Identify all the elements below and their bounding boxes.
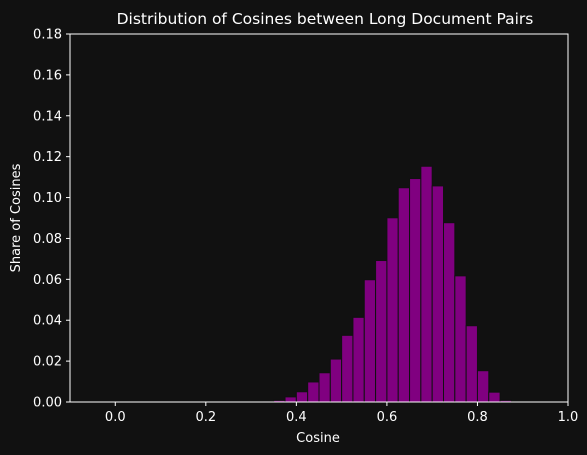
y-axis: 0.00 0.02 0.04 0.06 0.08 0.10 0.12 0.14 0.16 0.18 — [33, 28, 70, 411]
histogram-bar — [476, 370, 490, 403]
y-tick-label: 0.06 — [33, 273, 62, 288]
histogram-bar — [409, 178, 422, 403]
x-tick-label: 0.2 — [195, 410, 216, 425]
histogram-bar — [329, 358, 343, 403]
histogram-bar — [375, 260, 388, 403]
histogram-bar — [465, 325, 478, 403]
histogram-bar — [443, 222, 456, 403]
y-axis-label: Share of Cosines — [9, 163, 24, 272]
histogram-bar — [363, 279, 377, 403]
y-tick-label: 0.08 — [33, 232, 62, 247]
histogram-bar — [295, 391, 309, 403]
histogram-bar — [397, 187, 411, 403]
y-tick-label: 0.00 — [33, 396, 62, 411]
histogram-bar — [352, 316, 365, 403]
y-tick-label: 0.14 — [33, 109, 62, 124]
bars-group — [250, 165, 524, 403]
histogram-bar — [284, 396, 297, 403]
x-tick-label: 1.0 — [558, 410, 579, 425]
histogram-bar — [420, 165, 433, 403]
x-tick-label: 0.8 — [467, 410, 488, 425]
histogram-bar — [431, 185, 445, 403]
histogram-bar — [307, 381, 320, 403]
x-axis: 0.0 0.2 0.4 0.6 0.8 1.0 — [105, 402, 578, 425]
histogram-bar — [386, 217, 399, 403]
y-tick-label: 0.18 — [33, 28, 62, 43]
y-tick-label: 0.16 — [33, 68, 62, 83]
x-tick-label: 0.6 — [377, 410, 398, 425]
y-tick-label: 0.12 — [33, 150, 62, 165]
plot-frame — [69, 33, 569, 403]
histogram-bar — [318, 372, 331, 403]
y-tick-label: 0.04 — [33, 314, 62, 329]
x-tick-label: 0.0 — [105, 410, 126, 425]
histogram-bar — [488, 391, 501, 403]
histogram-bar — [454, 275, 467, 403]
y-tick-label: 0.02 — [33, 355, 62, 370]
x-tick-label: 0.4 — [286, 410, 307, 425]
histogram-bar — [341, 334, 354, 403]
x-axis-label: Cosine — [296, 431, 340, 446]
y-tick-label: 0.10 — [33, 191, 62, 206]
chart-title: Distribution of Cosines between Long Doc… — [117, 10, 534, 28]
